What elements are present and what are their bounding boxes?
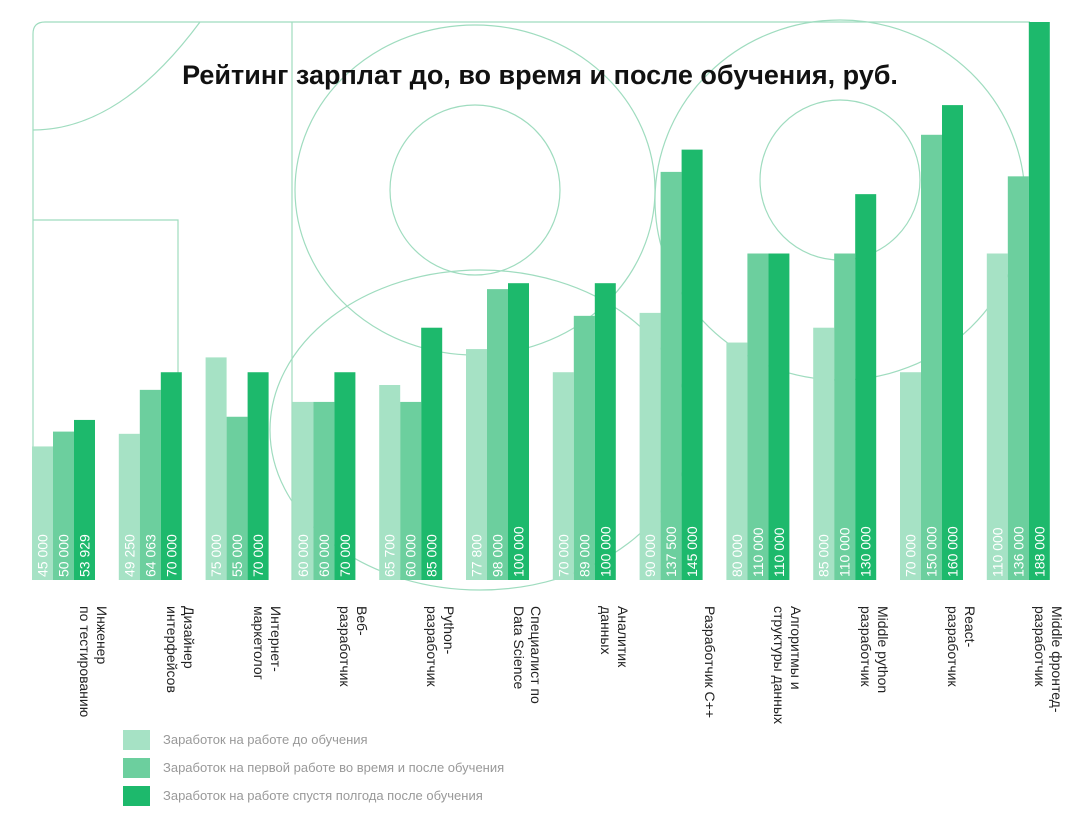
bar [379, 384, 401, 580]
value-label: 49 250 [121, 534, 137, 577]
value-label: 85 000 [816, 534, 832, 577]
value-label: 60 000 [403, 534, 419, 577]
bar [32, 446, 53, 580]
x-tick-label: Разработчик C++ [701, 606, 718, 718]
legend-label: Заработок на первой работе во время и по… [163, 760, 504, 775]
value-label: 64 063 [142, 534, 158, 577]
bar [226, 416, 248, 580]
bar [942, 105, 963, 580]
bar [639, 312, 661, 580]
value-label: 50 000 [56, 534, 72, 577]
bar [855, 194, 877, 581]
value-label: 160 000 [945, 526, 961, 577]
value-label: 110 000 [837, 527, 853, 577]
bar [292, 401, 314, 580]
background-decor [32, 19, 1030, 591]
x-tick-label: Алгоритмы и структуры данных [771, 606, 805, 724]
x-tick-label: Специалист по Data Science [511, 606, 544, 704]
x-tick-label: Дизайнер интерфейсов [163, 606, 197, 693]
value-label: 98 000 [490, 534, 506, 577]
x-tick-label: Аналитик данных [597, 606, 631, 668]
x-tick-label: Middle python разработчик [858, 606, 892, 694]
bar [487, 289, 508, 580]
bar [139, 389, 161, 580]
x-tick-label: Интернет- маркетолог [250, 606, 284, 680]
x-tick-label: Python- разработчик [424, 606, 458, 687]
bar [813, 327, 835, 580]
value-label: 70 000 [555, 534, 571, 577]
x-tick-label: Инженер по тестированию [77, 606, 110, 718]
bar [921, 134, 942, 580]
value-label: 80 000 [729, 534, 745, 577]
value-label: 110 000 [771, 527, 787, 577]
value-label: 100 000 [597, 526, 613, 577]
chart-title: Рейтинг зарплат до, во время и после обу… [182, 60, 898, 90]
bar [552, 372, 574, 580]
value-label: 130 000 [858, 526, 874, 577]
value-label: 75 000 [208, 534, 224, 577]
value-label: 70 000 [903, 534, 919, 577]
bar [768, 253, 790, 581]
bar [400, 401, 422, 580]
value-label: 145 000 [684, 526, 700, 577]
bar [334, 372, 356, 580]
bar [74, 419, 95, 580]
bar [594, 283, 616, 580]
bar [247, 372, 269, 580]
value-label: 137 500 [663, 526, 679, 577]
legend-label: Заработок на работе до обучения [163, 732, 368, 747]
value-label: 90 000 [642, 534, 658, 577]
bar [1028, 22, 1050, 580]
bar [726, 342, 748, 580]
bar [53, 431, 74, 580]
value-label: 110 000 [750, 527, 766, 577]
x-tick-label: React- разработчик [945, 606, 978, 687]
value-label: 65 700 [382, 534, 398, 577]
x-tick-label: Middle фронтед- разработчик [1031, 606, 1065, 713]
bar [160, 372, 182, 580]
value-label: 70 000 [337, 534, 353, 577]
bar [747, 253, 769, 581]
value-label: 188 000 [1031, 526, 1047, 577]
value-label: 77 800 [469, 534, 485, 577]
value-label: 60 000 [295, 534, 311, 577]
bar [313, 401, 335, 580]
value-label: 70 000 [163, 534, 179, 577]
bar [205, 357, 227, 580]
bar [466, 349, 487, 580]
bar [681, 149, 703, 580]
value-label: 100 000 [511, 526, 527, 577]
legend-swatch [123, 730, 150, 750]
bar [986, 253, 1008, 581]
bar [118, 433, 140, 580]
value-label: 70 000 [250, 534, 266, 577]
value-label: 60 000 [316, 534, 332, 577]
value-label: 136 000 [1010, 526, 1026, 577]
bar [834, 253, 856, 581]
bar [508, 283, 529, 580]
value-label: 45 000 [35, 534, 51, 577]
bar [573, 315, 595, 580]
x-tick-label: Веб- разработчик [337, 606, 371, 687]
bar [1007, 176, 1029, 580]
legend-label: Заработок на работе спустя полгода после… [163, 788, 483, 803]
value-label: 53 929 [77, 534, 93, 577]
value-label: 89 000 [576, 534, 592, 577]
value-label: 85 000 [424, 534, 440, 577]
value-label: 150 000 [924, 526, 940, 577]
bar [421, 327, 443, 580]
bar [660, 171, 682, 580]
bar [900, 372, 921, 580]
legend-swatch [123, 758, 150, 778]
value-label: 55 000 [229, 534, 245, 577]
value-label: 110 000 [989, 527, 1005, 577]
legend-swatch [123, 786, 150, 806]
